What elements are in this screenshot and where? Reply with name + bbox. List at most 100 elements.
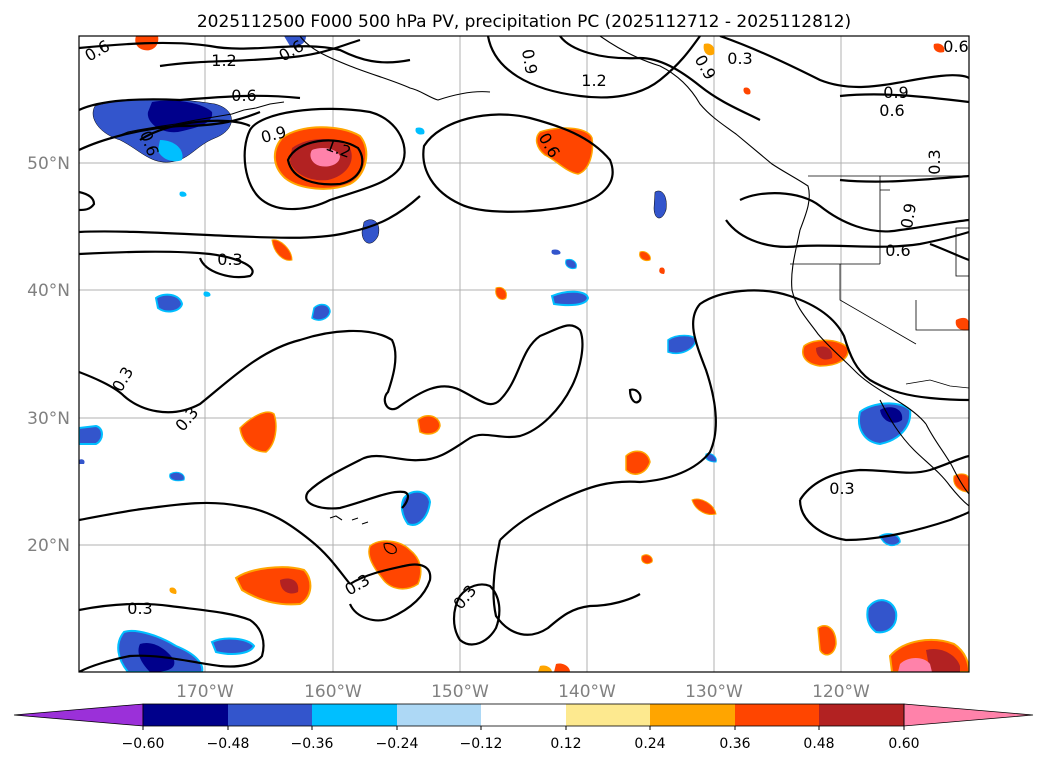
precip-positive-blob [955,317,969,331]
pv-contour [798,499,969,542]
precip-positive-blob [239,411,277,453]
pv-contour [79,324,584,510]
precip-positive-blob [625,450,651,475]
precip-negative-blob [154,293,184,313]
colorbar-tick-label: −0.24 [376,736,419,752]
pv-contour [79,602,265,672]
contour-label: 0.6 [943,37,968,56]
pv-contour [628,388,642,404]
colorbar-segment [143,704,228,726]
precip-negative-blob [866,599,898,634]
pv-contour [739,192,969,233]
pv-contour [79,94,301,111]
precip-negative-blob [284,36,306,47]
precip-negative-blob [415,127,425,135]
pv-contour [422,113,614,213]
pv-contour [452,583,501,646]
precip-positive-core [926,648,960,672]
precip-positive-core [816,346,833,360]
precip-positive-blob [538,665,552,672]
precip-positive-blob [417,415,441,435]
contour-label: 0.3 [925,149,944,174]
state-borders [790,176,969,345]
colorbar-tick-label: 0.24 [634,736,665,752]
precip-negative-blob [311,303,331,321]
precip-positive-core [280,578,299,594]
precip-negative-blob [203,291,211,297]
pv-contour [839,174,969,183]
colorbar-ticks [142,726,905,730]
contour-label: 0.6 [885,241,910,260]
pv-contour [139,119,251,141]
contour-label: 1.2 [581,71,606,90]
colorbar-segment [312,704,397,726]
precip-positive-blob [554,663,570,672]
precip-positive-blob [169,587,177,594]
precip-negative-blob [550,290,590,307]
colorbar-tick-label: 0.48 [803,736,834,752]
precip-positive-blob [691,498,717,515]
colorbar-under-triangle [13,703,144,727]
baja-california [879,399,969,507]
colorbar-tick-label: 0.60 [888,736,919,752]
contour-label: 0.3 [829,479,854,498]
lon-label-150w: 150°W [431,682,489,702]
pv-contours [79,36,969,672]
precip-negative-blob [169,471,185,482]
contour-label: 0.3 [727,49,752,68]
contour-label: 0.6 [231,86,256,105]
precip-negative-blob [210,637,256,655]
precip-negative-blob [551,249,561,255]
precip-positive-blob [659,267,665,274]
mexico-coast [925,423,969,495]
aleutian-islands [103,101,285,141]
map-title: 2025112500 F000 500 hPa PV, precipitatio… [197,12,851,32]
colorbar-segment [397,704,481,726]
precip-positive-blob [234,566,312,606]
colorbar-segment [650,704,735,726]
lon-label-160w: 160°W [304,682,362,702]
pv-contour [79,250,254,279]
pv-contour [559,36,761,121]
colorbar-segment [481,704,566,726]
colorbar-segment [228,704,312,726]
pv-contour [79,110,261,151]
precip-positive-blob [368,540,422,590]
precipitation-fields [79,36,969,672]
pv-contour [719,36,969,89]
colorbar-tick-label: 0.12 [550,736,581,752]
us-mexico-border [905,379,969,389]
colorbar-frame [142,703,905,727]
colorbar-tick-label: −0.60 [122,736,165,752]
precip-negative-blob [653,190,667,219]
contour-label: 1.2 [211,51,236,70]
precip-negative-blob [400,490,432,526]
precip-positive-blob [535,127,594,175]
precip-negative-blob [79,424,103,445]
contour-label: 0.6 [879,101,904,120]
colorbar-segment [566,704,650,726]
pv-contour [839,93,969,104]
precip-negative-blob [179,191,187,197]
pv-contour [243,107,406,211]
pv-contour [286,139,364,186]
lon-label-140w: 140°W [558,682,616,702]
colorbar-tick-label: 0.36 [719,736,750,752]
lat-label-20n: 20°N [27,536,70,556]
contour-label: 0.3 [127,599,152,618]
pv-contour [159,38,361,68]
coastlines [103,36,969,555]
precip-negative-blob [565,259,577,269]
lon-label-120w: 120°W [812,682,870,702]
latitude-labels: 50°N 40°N 30°N 20°N [27,154,70,556]
precip-positive-blob [639,251,651,261]
pv-contour [725,219,969,248]
colorbar-over-triangle [903,703,1034,727]
pv-contour [79,501,351,585]
precip-negative-edge [158,140,183,162]
bc-coast [599,36,810,231]
contour-label: 0.9 [897,202,920,230]
lat-label-40n: 40°N [27,281,70,301]
precip-positive-peak [310,148,340,167]
